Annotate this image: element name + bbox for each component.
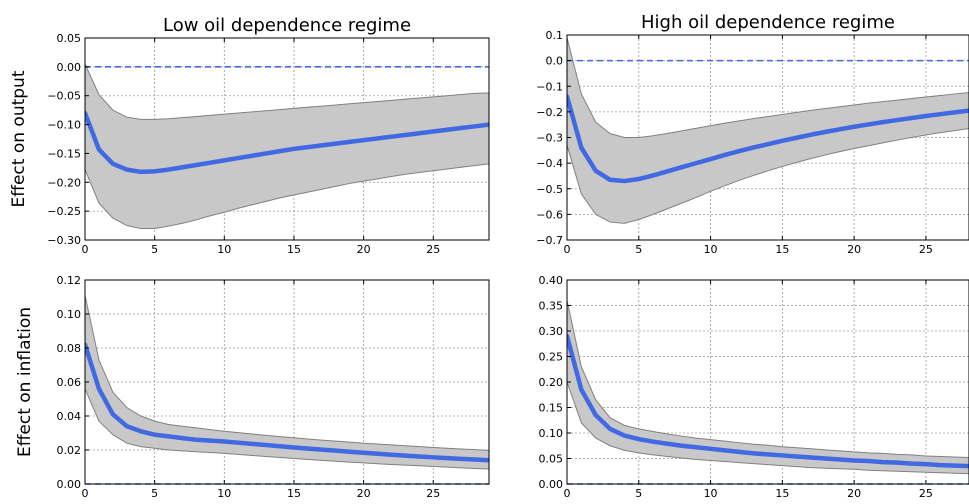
median-response-line (567, 94, 969, 184)
x-tick-label: 25 (426, 487, 440, 500)
x-tick-label: 10 (217, 487, 231, 500)
x-tick-label: 10 (217, 243, 231, 256)
y-tick-label: −0.20 (47, 176, 81, 189)
y-tick-label: −0.6 (536, 208, 563, 221)
x-tick-label: 20 (847, 487, 861, 500)
x-tick-label: 10 (704, 487, 718, 500)
band-upper-line (567, 300, 969, 458)
y-tick-label: −0.7 (536, 234, 563, 247)
median-response-line (567, 333, 969, 469)
y-tick-label: 0.15 (539, 402, 564, 415)
panel-title: High oil dependence regime (641, 12, 895, 33)
y-tick-label: −0.30 (47, 234, 81, 247)
panel-high-regime-inflation: 0 5 10 15 20 25 0.40 0.35 0.30 0.25 0.20 0.15 0.10 0.… (539, 274, 969, 500)
x-tick-label: 5 (635, 487, 642, 500)
band-lower-line (85, 163, 489, 229)
y-tick-label: −0.10 (47, 119, 81, 132)
x-tick-label: 5 (151, 487, 158, 500)
band-upper-line (85, 63, 489, 120)
x-tick-label: 10 (704, 243, 718, 256)
band-lower-line (85, 388, 489, 470)
x-tick-label: 5 (635, 243, 642, 256)
y-axis-label: Effect on inflation (15, 307, 35, 457)
x-tick-label: 20 (357, 487, 371, 500)
x-tick-label: 15 (775, 487, 789, 500)
x-tick-label: 5 (151, 243, 158, 256)
x-tick-label: 15 (287, 487, 301, 500)
y-tick-label: 0.02 (57, 444, 82, 457)
y-tick-label: 0.05 (539, 453, 564, 466)
panel-title: Low oil dependence regime (163, 15, 411, 36)
band-upper-line (85, 295, 489, 451)
y-tick-label: −0.05 (47, 90, 81, 103)
y-tick-label: 0.0 (546, 55, 564, 68)
y-tick-label: −0.15 (47, 147, 81, 160)
y-tick-label: −0.4 (536, 157, 563, 170)
y-tick-label: 0.35 (539, 300, 564, 313)
y-tick-label: 0.04 (57, 410, 82, 423)
y-tick-label: 0.00 (57, 478, 82, 491)
y-tick-label: 0.12 (57, 274, 82, 287)
confidence-band (85, 295, 489, 470)
median-response-line (85, 342, 489, 463)
x-tick-label: 25 (919, 243, 933, 256)
x-tick-label: 20 (847, 243, 861, 256)
y-tick-label: −0.3 (536, 132, 563, 145)
y-tick-label: 0.00 (57, 61, 82, 74)
panel-low-regime-inflation: 0 5 10 15 20 25 0.12 0.10 0.08 0.06 0.04 0.02 0.00 Ef… (15, 274, 490, 500)
confidence-band (567, 37, 969, 224)
band-upper-line (567, 37, 969, 138)
x-tick-label: 0 (82, 243, 89, 256)
y-tick-label: 0.40 (539, 274, 564, 287)
x-tick-label: 25 (426, 243, 440, 256)
y-tick-label: −0.5 (536, 183, 563, 196)
y-tick-label: 0.25 (539, 351, 564, 364)
panel-low-regime-output: 0 5 10 15 20 25 0.05 0.00 −0.05 −0.10 −0.15 −0.20 −0… (9, 15, 490, 256)
panel-high-regime-output: 0 5 10 15 20 25 0.1 0.0 −0.1 −0.2 −0.3 −0.4 −0.5 −0.6… (536, 12, 969, 256)
y-tick-label: 0.06 (57, 376, 82, 389)
y-axis-label: Effect on output (9, 70, 29, 207)
x-tick-label: 0 (82, 487, 89, 500)
band-lower-line (567, 128, 969, 224)
y-tick-label: −0.25 (47, 205, 81, 218)
y-tick-label: 0.05 (57, 32, 82, 45)
y-tick-label: 0.00 (539, 478, 564, 491)
y-tick-label: −0.1 (536, 80, 563, 93)
band-lower-line (567, 381, 969, 475)
x-tick-label: 0 (564, 243, 571, 256)
y-tick-label: 0.1 (546, 29, 564, 42)
y-tick-label: 0.20 (539, 376, 564, 389)
x-tick-label: 25 (919, 487, 933, 500)
x-tick-label: 15 (775, 243, 789, 256)
x-tick-label: 20 (357, 243, 371, 256)
confidence-band (567, 300, 969, 474)
x-tick-label: 0 (564, 487, 571, 500)
y-tick-label: 0.10 (57, 308, 82, 321)
y-tick-label: 0.10 (539, 427, 564, 440)
y-tick-label: 0.30 (539, 325, 564, 338)
x-tick-label: 15 (287, 243, 301, 256)
median-response-line (85, 110, 489, 175)
confidence-band (85, 63, 489, 229)
y-tick-label: 0.08 (57, 342, 82, 355)
y-tick-label: −0.2 (536, 106, 563, 119)
plot-frame (84, 37, 490, 241)
